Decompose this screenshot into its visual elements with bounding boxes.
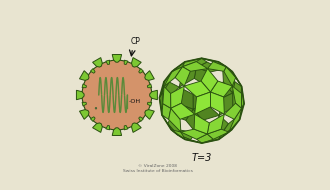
Polygon shape — [162, 93, 171, 115]
Polygon shape — [182, 62, 208, 71]
Polygon shape — [209, 82, 233, 98]
Polygon shape — [242, 86, 244, 108]
Polygon shape — [196, 62, 223, 72]
Polygon shape — [219, 93, 233, 115]
Polygon shape — [208, 62, 226, 71]
Polygon shape — [112, 55, 122, 62]
Polygon shape — [171, 104, 193, 120]
Polygon shape — [80, 71, 89, 80]
Polygon shape — [77, 90, 84, 100]
Polygon shape — [232, 86, 242, 108]
Polygon shape — [223, 69, 235, 93]
Polygon shape — [150, 90, 157, 100]
Polygon shape — [224, 103, 242, 119]
Polygon shape — [131, 58, 141, 67]
Polygon shape — [164, 67, 182, 86]
Polygon shape — [178, 130, 196, 140]
Polygon shape — [163, 86, 171, 108]
Polygon shape — [93, 123, 102, 132]
Polygon shape — [195, 92, 211, 114]
Polygon shape — [162, 69, 175, 93]
Polygon shape — [181, 129, 207, 139]
Polygon shape — [182, 58, 202, 67]
Polygon shape — [211, 81, 232, 97]
Polygon shape — [162, 104, 171, 120]
Polygon shape — [202, 58, 226, 67]
Text: © ViralZone 2008
Swiss Institute of Bioinformatics: © ViralZone 2008 Swiss Institute of Bioi… — [122, 164, 192, 173]
Polygon shape — [184, 81, 211, 97]
Polygon shape — [162, 115, 178, 135]
Polygon shape — [139, 117, 144, 122]
Polygon shape — [139, 68, 144, 73]
Polygon shape — [172, 62, 185, 72]
Polygon shape — [219, 130, 232, 139]
Polygon shape — [175, 62, 196, 72]
Polygon shape — [221, 115, 240, 135]
Polygon shape — [240, 104, 244, 120]
Polygon shape — [224, 67, 236, 86]
Polygon shape — [190, 58, 207, 67]
Polygon shape — [193, 104, 219, 120]
Polygon shape — [93, 58, 102, 67]
Polygon shape — [124, 125, 128, 130]
Polygon shape — [186, 109, 203, 133]
Circle shape — [82, 60, 152, 130]
Text: CP: CP — [131, 37, 141, 46]
Polygon shape — [159, 93, 162, 115]
Polygon shape — [162, 82, 179, 98]
Polygon shape — [82, 102, 86, 106]
Polygon shape — [233, 93, 241, 115]
Polygon shape — [147, 84, 152, 88]
Polygon shape — [179, 67, 196, 87]
Polygon shape — [194, 67, 210, 87]
Polygon shape — [112, 128, 122, 135]
Polygon shape — [193, 87, 209, 109]
Polygon shape — [226, 67, 242, 86]
Polygon shape — [147, 102, 152, 106]
Polygon shape — [131, 123, 141, 132]
Polygon shape — [197, 134, 214, 143]
Polygon shape — [124, 60, 128, 65]
Polygon shape — [201, 69, 218, 92]
Polygon shape — [90, 68, 95, 73]
Polygon shape — [179, 87, 193, 109]
Polygon shape — [90, 117, 95, 122]
Polygon shape — [178, 135, 202, 143]
Polygon shape — [229, 108, 242, 132]
Polygon shape — [233, 82, 242, 98]
Polygon shape — [106, 125, 110, 130]
Polygon shape — [171, 103, 195, 119]
Polygon shape — [145, 110, 154, 119]
Polygon shape — [194, 114, 209, 134]
Polygon shape — [202, 135, 221, 143]
Polygon shape — [168, 115, 180, 135]
Polygon shape — [207, 114, 224, 134]
Polygon shape — [80, 110, 89, 119]
Polygon shape — [218, 62, 232, 72]
Polygon shape — [175, 67, 190, 86]
Polygon shape — [82, 84, 86, 88]
Polygon shape — [171, 86, 184, 108]
Text: -OH: -OH — [129, 100, 141, 104]
Circle shape — [95, 108, 97, 109]
Polygon shape — [207, 129, 229, 139]
Polygon shape — [106, 60, 110, 65]
Polygon shape — [213, 115, 228, 135]
Polygon shape — [171, 130, 185, 139]
Polygon shape — [159, 82, 164, 98]
Text: T=3: T=3 — [192, 154, 212, 163]
Polygon shape — [196, 130, 221, 140]
Polygon shape — [145, 71, 154, 80]
Polygon shape — [169, 108, 181, 132]
Polygon shape — [211, 92, 224, 114]
